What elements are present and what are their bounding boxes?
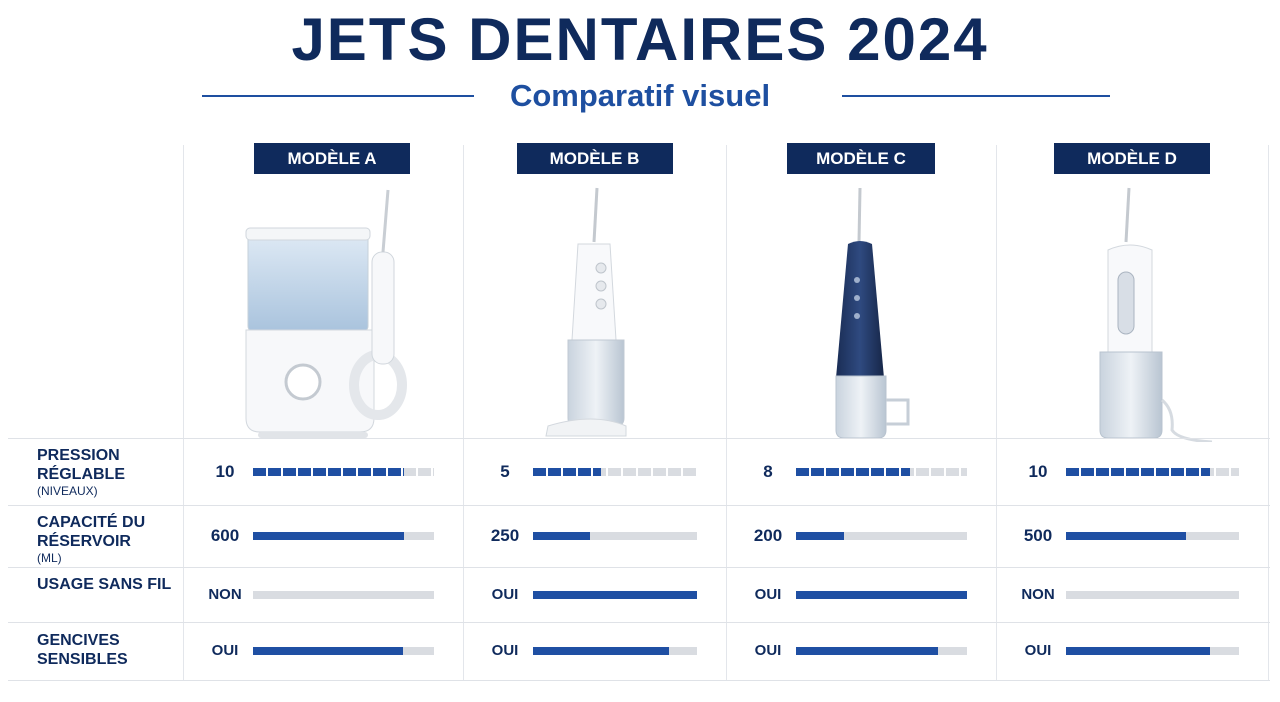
row-title: CAPACITÉ DU RÉSERVOIR [37,514,146,550]
model-label: MODÈLE D [1054,143,1210,174]
device-a [245,189,407,438]
value: OUI [754,642,782,659]
row-unit: (ML) [37,551,62,565]
bar-indicator [1066,647,1210,655]
column-separator [463,145,464,681]
value: 250 [490,526,520,545]
bar-track [253,590,434,599]
bar [253,467,404,476]
bar [533,467,602,476]
column-separator [996,145,997,681]
value: NON [208,585,242,603]
bar-indicator [796,647,938,655]
bar [796,532,844,540]
value: 600 [210,526,240,545]
row-title: GENCIVES SENSIBLES [37,632,128,668]
value: OUI [491,642,519,659]
bar-track [1066,647,1239,655]
bar-track [533,590,697,599]
bar-track [796,647,967,655]
row-separator [8,622,1270,623]
value: 8 [763,461,773,481]
bar-track [533,647,697,655]
column-separator [183,145,184,681]
column-separator [1268,145,1269,681]
column-separator [726,145,727,681]
bar-track [1066,532,1239,540]
model-label: MODÈLE B [516,143,673,174]
row-label: USAGE SANS FIL [37,575,177,594]
value: OUI [754,585,782,603]
row-separator [8,438,1270,439]
bar-track [253,467,434,476]
value: 10 [1028,461,1048,481]
bar-track [253,647,434,655]
device-d [1099,187,1213,442]
model-label: MODÈLE C [787,143,935,174]
row-separator [8,505,1270,506]
subtitle: Comparatif visuel [509,78,771,113]
row-label: PRESSION RÉGLABLE (NIVEAUX) [37,446,177,499]
bar [1066,467,1211,476]
divider [202,95,474,97]
value: NON [1021,585,1055,603]
value: OUI [1024,642,1052,659]
row-label: CAPACITÉ DU RÉSERVOIR (ML) [37,513,177,566]
bar-indicator [533,647,670,655]
bar-track [796,467,967,476]
value: OUI [211,642,239,659]
bar-indicator [253,647,404,655]
bar-track [533,467,697,476]
row-label: GENCIVES SENSIBLES [37,631,177,669]
bar [253,532,404,540]
model-label: MODÈLE A [254,143,410,174]
bar [533,532,590,540]
value: 200 [753,526,783,545]
value: OUI [491,585,519,603]
value: 5 [500,461,510,481]
bar-track [533,532,697,540]
value: 10 [215,461,235,481]
row-unit: (NIVEAUX) [37,484,98,498]
title: JETS DENTAIRES 2024 [291,6,989,73]
bar-track [1066,467,1239,476]
bar-track [253,532,434,540]
row-title: PRESSION RÉGLABLE [37,447,125,483]
value: 500 [1023,526,1053,545]
device-b [545,187,627,437]
row-separator [8,680,1270,681]
bar [796,467,910,476]
bar-track [796,590,967,599]
bar [1066,532,1187,540]
row-title: USAGE SANS FIL [37,575,172,593]
product-images [245,187,1213,442]
bar-indicator [533,590,697,599]
bar-track [1066,590,1239,599]
row-separator [8,567,1270,568]
bar-track [796,532,967,540]
divider [842,95,1110,97]
bar-indicator [796,590,967,599]
device-c [835,187,910,439]
